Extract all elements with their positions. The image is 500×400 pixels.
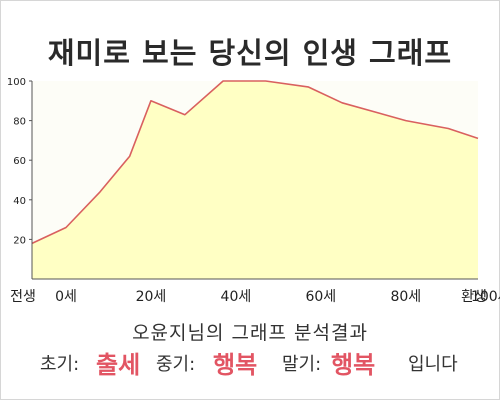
page-title: 재미로 보는 당신의 인생 그래프 [47,36,453,70]
x-tick-label: 100세 [471,289,500,305]
y-tick-label: 60 [13,156,26,167]
plot-area [31,80,479,279]
y-tick-label: 80 [13,117,26,128]
x-tick-label: 전생 [10,289,36,305]
y-tick-label: 100 [7,77,26,88]
early-label: 초기: [40,354,80,375]
life-area-fill [32,81,478,279]
x-tick-label: 40세 [221,289,252,305]
y-tick-label: 20 [13,235,26,246]
x-tick-label: 20세 [136,289,167,305]
x-tick-label: 환생 [461,289,487,305]
y-tick-label: 40 [13,196,26,207]
x-tick-label: 0세 [55,289,77,305]
mid-label: 중기: [156,354,196,375]
mid-value: 행복 [213,351,258,379]
life-graph-chart: 20 40 60 80 100 전생 0세 20세 40세 60세 80세 100세환생 [7,77,500,305]
x-axis: 전생 0세 20세 40세 60세 80세 100세환생 [10,278,500,305]
analysis-result: 초기: 출세 중기: 행복 말기: 행복 입니다 [0,347,500,383]
y-axis: 20 40 60 80 100 [7,77,33,279]
x-tick-label: 80세 [390,289,421,305]
late-value: 행복 [331,351,376,379]
analysis-subtitle: 오윤지님의 그래프 분석결과 [132,322,368,344]
x-tick-label: 60세 [305,289,336,305]
late-label: 말기: [282,354,322,375]
life-line [31,80,479,245]
result-suffix: 입니다 [408,354,458,375]
early-value: 출세 [96,351,141,379]
